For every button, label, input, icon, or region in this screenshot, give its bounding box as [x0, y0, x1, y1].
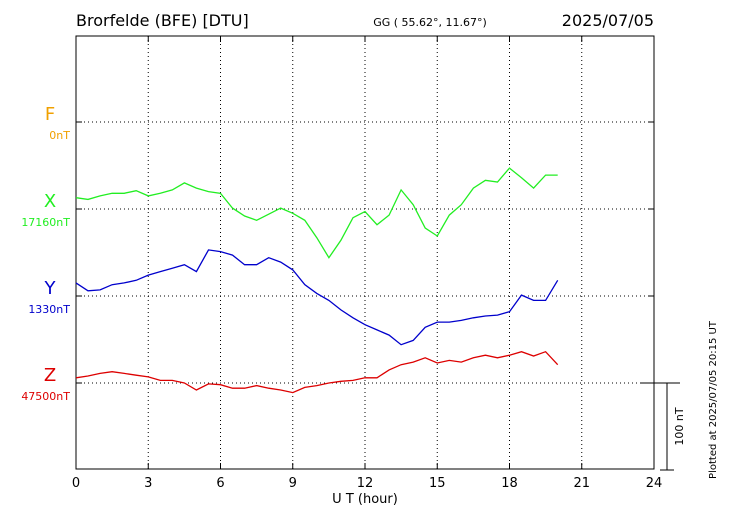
baseline-label: 47500nT — [21, 390, 70, 403]
baseline-label: 0nT — [49, 129, 70, 142]
legend-entry: Z — [44, 365, 56, 386]
x-tick-label: 6 — [216, 476, 224, 491]
x-tick-label: 24 — [646, 476, 663, 491]
baseline-label: 1330nT — [28, 303, 70, 316]
legend-entry: Y — [44, 278, 57, 299]
footnote: Plotted at 2025/07/05 20:15 UT — [708, 320, 719, 479]
legend-entry: X — [44, 191, 56, 212]
x-tick-label: 12 — [357, 476, 374, 491]
x-tick-label: 3 — [144, 476, 152, 491]
coordinates: GG ( 55.62°, 11.67°) — [373, 16, 487, 29]
x-tick-label: 0 — [72, 476, 80, 491]
x-axis-label: U T (hour) — [332, 492, 398, 507]
x-tick-label: 15 — [429, 476, 446, 491]
trace — [75, 167, 558, 259]
x-tick-label: 18 — [501, 476, 518, 491]
chart-title: Brorfelde (BFE) [DTU] — [76, 11, 249, 30]
x-tick-label: 21 — [573, 476, 590, 491]
trace — [75, 350, 559, 394]
legend-entry: F — [45, 104, 55, 125]
x-tick-label: 9 — [289, 476, 297, 491]
trace — [75, 249, 559, 346]
scale-bar-label: 100 nT — [673, 407, 686, 445]
baseline-label: 17160nT — [21, 216, 70, 229]
date: 2025/07/05 — [562, 11, 654, 30]
